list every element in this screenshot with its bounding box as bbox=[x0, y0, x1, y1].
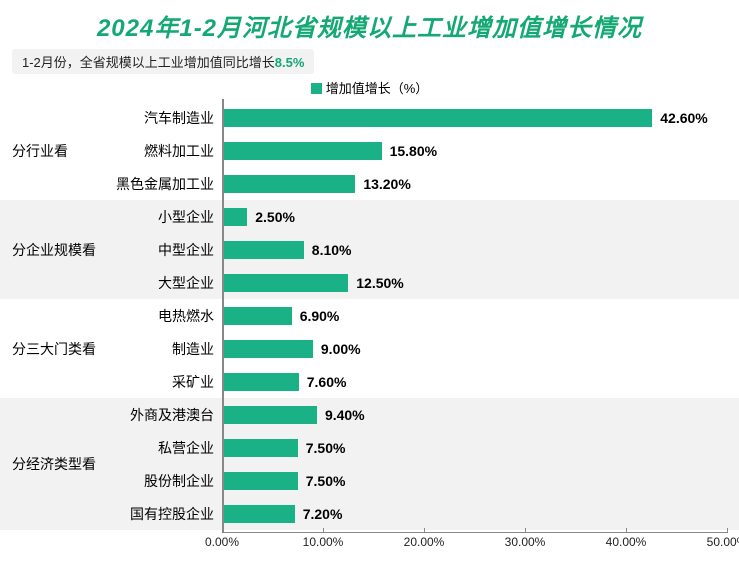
x-tick-label: 50.00% bbox=[707, 535, 739, 549]
x-tick bbox=[525, 528, 526, 533]
category-label: 采矿业 bbox=[100, 372, 222, 392]
group-label: 分经济类型看 bbox=[12, 398, 96, 530]
bar-row: 私营企业 7.50% bbox=[100, 431, 727, 464]
y-axis bbox=[222, 99, 224, 532]
category-label: 私营企业 bbox=[100, 438, 222, 458]
bar-area: 6.90% bbox=[222, 299, 727, 332]
bar-row: 小型企业 2.50% bbox=[100, 200, 727, 233]
bar-row: 中型企业 8.10% bbox=[100, 233, 727, 266]
value-label: 6.90% bbox=[300, 308, 340, 324]
value-label: 7.20% bbox=[303, 506, 343, 522]
value-label: 12.50% bbox=[356, 275, 403, 291]
value-label: 2.50% bbox=[255, 209, 295, 225]
bar bbox=[222, 208, 247, 226]
x-tick bbox=[424, 528, 425, 533]
category-label: 黑色金属加工业 bbox=[100, 174, 222, 194]
value-label: 7.50% bbox=[306, 473, 346, 489]
value-label: 9.00% bbox=[321, 341, 361, 357]
bar bbox=[222, 241, 304, 259]
legend-swatch bbox=[311, 83, 322, 94]
group-label: 分行业看 bbox=[12, 101, 96, 200]
bar-area: 12.50% bbox=[222, 266, 727, 299]
bar-row: 燃料加工业 15.80% bbox=[100, 134, 727, 167]
value-label: 42.60% bbox=[660, 110, 707, 126]
group-label: 分企业规模看 bbox=[12, 200, 96, 299]
bar bbox=[222, 406, 317, 424]
category-label: 制造业 bbox=[100, 339, 222, 359]
x-tick bbox=[323, 528, 324, 533]
value-label: 9.40% bbox=[325, 407, 365, 423]
plot-area: 汽车制造业 42.60% 燃料加工业 15.80% 黑色金属加工业 13.20% 小型企业 2… bbox=[100, 99, 727, 556]
bar-area: 15.80% bbox=[222, 134, 727, 167]
bar-area: 2.50% bbox=[222, 200, 727, 233]
category-label: 电热燃水 bbox=[100, 306, 222, 326]
bar bbox=[222, 175, 355, 193]
x-tick-label: 20.00% bbox=[404, 535, 445, 549]
bar bbox=[222, 373, 299, 391]
category-label: 股份制企业 bbox=[100, 471, 222, 491]
bar-row: 电热燃水 6.90% bbox=[100, 299, 727, 332]
chart-container: 2024年1-2月河北省规模以上工业增加值增长情况 1-2月份，全省规模以上工业… bbox=[0, 0, 739, 581]
bar-row: 采矿业 7.60% bbox=[100, 365, 727, 398]
bar bbox=[222, 307, 292, 325]
subtitle-badge: 1-2月份，全省规模以上工业增加值同比增长8.5% bbox=[12, 49, 314, 74]
value-label: 15.80% bbox=[390, 143, 437, 159]
bar bbox=[222, 142, 382, 160]
bar-row: 大型企业 12.50% bbox=[100, 266, 727, 299]
x-tick bbox=[727, 528, 728, 533]
group-label: 分三大门类看 bbox=[12, 299, 96, 398]
x-tick bbox=[626, 528, 627, 533]
bar-row: 外商及港澳台 9.40% bbox=[100, 398, 727, 431]
x-tick-label: 30.00% bbox=[505, 535, 546, 549]
subtitle: 1-2月份，全省规模以上工业增加值同比增长8.5% bbox=[12, 49, 727, 74]
subtitle-highlight: 8.5% bbox=[275, 55, 305, 70]
bar-area: 42.60% bbox=[222, 101, 727, 134]
bar-row: 汽车制造业 42.60% bbox=[100, 101, 727, 134]
x-axis: 0.00%10.00%20.00%30.00%40.00%50.00% bbox=[222, 532, 727, 554]
bar-area: 7.60% bbox=[222, 365, 727, 398]
chart-title: 2024年1-2月河北省规模以上工业增加值增长情况 bbox=[12, 8, 727, 43]
x-tick-label: 40.00% bbox=[606, 535, 647, 549]
category-label: 大型企业 bbox=[100, 273, 222, 293]
value-label: 7.60% bbox=[307, 374, 347, 390]
bar-area: 7.50% bbox=[222, 431, 727, 464]
bar-row: 国有控股企业 7.20% bbox=[100, 497, 727, 530]
bar bbox=[222, 340, 313, 358]
x-tick-label: 0.00% bbox=[205, 535, 239, 549]
x-tick-label: 10.00% bbox=[303, 535, 344, 549]
bar-row: 黑色金属加工业 13.20% bbox=[100, 167, 727, 200]
bar-row: 制造业 9.00% bbox=[100, 332, 727, 365]
bar-area: 13.20% bbox=[222, 167, 727, 200]
legend: 增加值增长（%） bbox=[12, 78, 727, 97]
bar bbox=[222, 472, 298, 490]
bar-area: 7.50% bbox=[222, 464, 727, 497]
value-label: 13.20% bbox=[363, 176, 410, 192]
group-label-column: 分行业看分企业规模看分三大门类看分经济类型看 bbox=[12, 99, 100, 556]
bar-row: 股份制企业 7.50% bbox=[100, 464, 727, 497]
value-label: 7.50% bbox=[306, 440, 346, 456]
category-label: 燃料加工业 bbox=[100, 141, 222, 161]
category-label: 中型企业 bbox=[100, 240, 222, 260]
category-label: 外商及港澳台 bbox=[100, 405, 222, 425]
bar bbox=[222, 274, 348, 292]
category-label: 汽车制造业 bbox=[100, 108, 222, 128]
category-label: 小型企业 bbox=[100, 207, 222, 227]
bar-area: 8.10% bbox=[222, 233, 727, 266]
bar-area: 9.00% bbox=[222, 332, 727, 365]
value-label: 8.10% bbox=[312, 242, 352, 258]
bar bbox=[222, 109, 652, 127]
bar bbox=[222, 439, 298, 457]
bar-area: 9.40% bbox=[222, 398, 727, 431]
chart-plot: 分行业看分企业规模看分三大门类看分经济类型看 汽车制造业 42.60% 燃料加工业 1… bbox=[12, 99, 727, 556]
bar bbox=[222, 505, 295, 523]
category-label: 国有控股企业 bbox=[100, 504, 222, 524]
legend-label: 增加值增长（%） bbox=[326, 81, 429, 96]
bar-area: 7.20% bbox=[222, 497, 727, 530]
subtitle-text: 1-2月份，全省规模以上工业增加值同比增长 bbox=[22, 55, 275, 70]
